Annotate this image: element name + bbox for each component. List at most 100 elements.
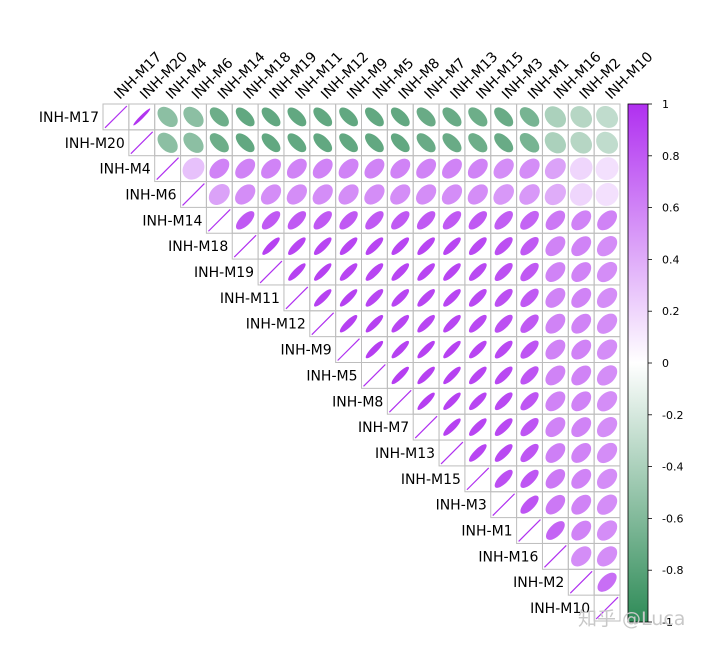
correlation-ellipse [339,289,358,307]
correlation-ellipse [544,183,567,206]
correlation-ellipse [313,289,332,307]
row-label: INH-M17 [39,110,99,126]
correlation-ellipse [390,158,411,179]
row-label: INH-M13 [375,446,435,462]
correlation-ellipse [339,107,358,127]
correlation-ellipse [596,105,619,128]
row-label: INH-M2 [513,575,564,591]
correlation-ellipse [443,418,461,436]
colorbar-tick-label: 0.2 [662,305,680,318]
matrix-grid [102,103,621,622]
row-label: INH-M16 [478,549,538,565]
correlation-ellipse [468,263,487,281]
correlation-ellipse [545,469,566,489]
correlation-ellipse [596,365,618,386]
colorbar-tick-label: 0.6 [662,202,680,215]
correlation-ellipse [468,237,487,256]
correlation-ellipse [339,211,358,230]
correlation-ellipse [545,443,566,463]
correlation-ellipse [365,211,384,230]
correlation-ellipse [157,106,178,128]
correlation-ellipse [494,366,513,385]
correlation-ellipse [468,107,488,127]
correlation-ellipse [157,132,178,153]
correlation-ellipse [391,237,410,255]
correlation-ellipse [183,106,204,128]
grid-cell [593,594,621,622]
correlation-ellipse [442,158,462,179]
correlation-ellipse [443,392,461,411]
correlation-ellipse [596,494,618,515]
correlation-ellipse [520,392,539,411]
correlation-ellipse [133,108,151,126]
colorbar-ticks: 1 0.8 0.6 0.4 0.2 0 -0.2 -0.4 -0.6 -0.8 -1 [648,98,683,629]
correlation-ellipse [313,107,333,127]
correlation-ellipse [365,340,384,359]
correlation-ellipse [596,287,618,308]
correlation-ellipse [520,366,539,385]
correlation-ellipse [235,107,255,127]
correlation-ellipse [595,157,619,181]
diagonal-mark [182,183,205,206]
correlation-ellipse [417,366,435,385]
correlation-ellipse [467,184,488,205]
correlation-ellipse [313,211,332,230]
correlation-ellipse [545,339,566,360]
correlation-ellipse [339,314,358,333]
correlation-ellipse [570,131,593,154]
row-label: INH-M12 [246,317,306,333]
correlation-ellipse [391,340,410,359]
correlation-ellipse [391,366,409,385]
diagonal-mark [492,493,516,517]
colorbar: 1 0.8 0.6 0.4 0.2 0 -0.2 -0.4 -0.6 -0.8 -1 [627,98,683,629]
correlation-ellipse [365,133,384,153]
correlation-ellipse [469,366,487,385]
colorbar-tick-label: -0.2 [662,409,683,422]
correlation-ellipse [570,106,593,128]
correlation-ellipse [494,392,513,411]
diagonal-mark [544,545,567,568]
correlation-ellipse [494,263,513,282]
row-label: INH-M4 [100,162,151,178]
correlation-ellipse [494,340,513,359]
colorbar-tick-label: -1 [662,616,673,629]
diagonal-mark [466,467,490,491]
correlation-ellipse [441,184,463,205]
correlation-ellipse [469,392,487,411]
correlation-ellipse [209,107,229,127]
diagonal-mark [595,596,619,620]
diagonal-mark [414,415,438,439]
correlation-ellipse [365,237,384,255]
correlation-ellipse [417,237,435,255]
correlation-ellipse [390,133,410,153]
correlation-ellipse [365,289,384,307]
colorbar-tick-label: 0.8 [662,150,680,163]
correlation-ellipse [365,107,384,127]
correlation-ellipse [468,288,487,307]
correlation-ellipse [494,211,513,230]
correlation-ellipse [544,132,567,154]
correlation-ellipse [391,211,410,230]
row-label: INH-M14 [142,213,202,229]
correlation-ellipse [494,133,514,153]
correlation-ellipse [364,184,385,205]
correlation-ellipse [571,313,592,334]
row-label: INH-M5 [306,368,357,384]
correlation-ellipse [494,418,513,437]
diagonal-mark [207,208,231,232]
correlation-ellipse [338,158,359,179]
watermark: 知乎 @Luca [578,608,686,630]
correlation-ellipse [262,237,280,255]
correlation-ellipse [494,469,513,488]
correlation-ellipse [313,133,333,153]
correlation-ellipse [416,158,437,179]
correlation-ellipse [545,494,566,515]
correlation-ellipse [545,262,566,282]
column-labels: INH-M17INH-M20INH-M4INH-M6INH-M14INH-M18… [111,49,656,103]
correlation-ellipse [545,391,566,412]
correlation-ellipse [469,444,487,462]
row-label: INH-M20 [65,136,125,152]
correlation-ellipse [390,184,411,205]
row-label: INH-M15 [401,472,461,488]
